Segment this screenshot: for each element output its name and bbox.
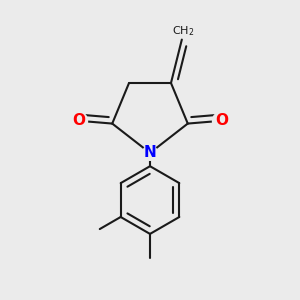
Circle shape — [142, 146, 158, 160]
Text: O: O — [72, 113, 85, 128]
Text: O: O — [215, 113, 228, 128]
Circle shape — [212, 112, 230, 130]
Text: N: N — [144, 146, 156, 160]
Circle shape — [70, 112, 88, 130]
Text: $\mathsf{CH_2}$: $\mathsf{CH_2}$ — [172, 24, 194, 38]
